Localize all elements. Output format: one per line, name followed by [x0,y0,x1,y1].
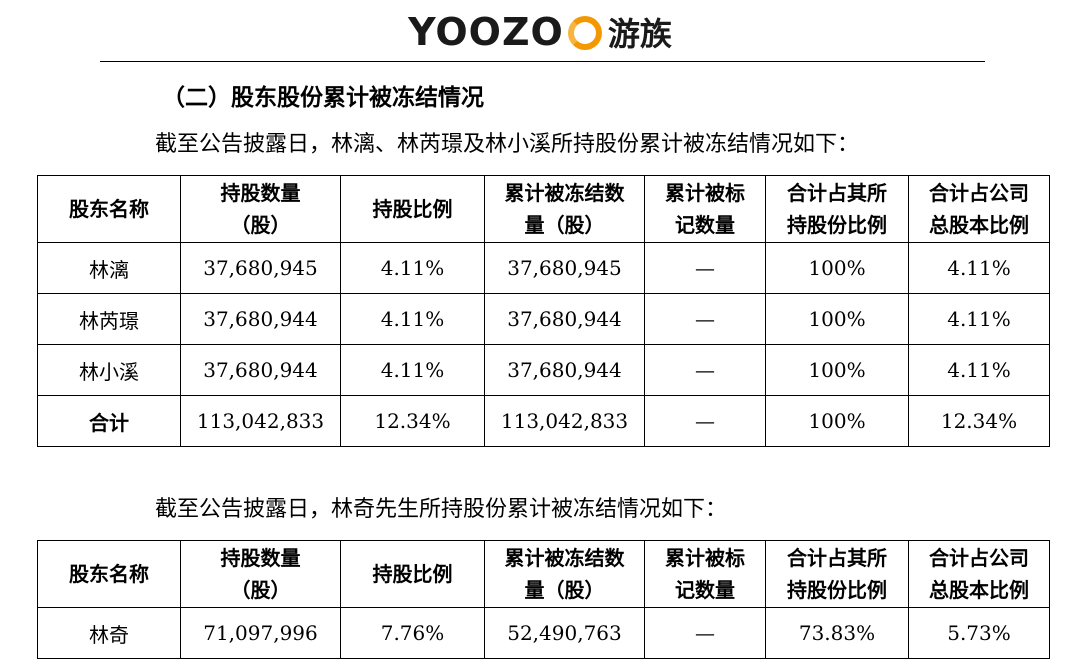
cell-pct-of-holding: 100% [765,293,909,345]
cell-holding-ratio: 4.11% [340,344,485,396]
cell-pct-of-total: 4.11% [908,293,1050,345]
header-frozen-shares: 累计被冻结数 量（股） [484,175,645,243]
freeze-table-2: 股东名称 持股数量 （股） 持股比例 累计被冻结数 量（股） 累计被标 记数量 合计占… [37,540,1050,659]
cell-pct-of-total: 4.11% [908,344,1050,396]
header-shareholder-name: 股东名称 [37,175,181,243]
cell-pct-of-total: 4.11% [908,242,1050,294]
cell-pct-of-holding: 100% [765,344,909,396]
cell-frozen-shares: 37,680,944 [484,293,645,345]
cell-holding-ratio: 12.34% [340,395,485,447]
cell-marked-shares: — [644,293,766,345]
cell-holding-ratio: 7.76% [340,607,485,659]
cell-total-label: 合计 [37,395,181,447]
cell-frozen-shares: 37,680,945 [484,242,645,294]
cell-pct-of-holding: 100% [765,242,909,294]
cell-shares-held: 37,680,945 [180,242,341,294]
section-title: （二）股东股份累计被冻结情况 [162,85,484,111]
cell-shareholder: 林芮璟 [37,293,181,345]
cell-pct-of-total: 12.34% [908,395,1050,447]
paragraph-2: 截至公告披露日，林奇先生所持股份累计被冻结情况如下： [155,497,728,522]
table-header-row: 股东名称 持股数量 （股） 持股比例 累计被冻结数 量（股） 累计被标 记数量 合计占… [37,540,1050,608]
cell-shares-held: 37,680,944 [180,344,341,396]
logo-o-ring-icon [567,16,602,50]
table-row: 林漓 37,680,945 4.11% 37,680,945 — 100% 4.… [37,242,1050,294]
header-shares-held: 持股数量 （股） [180,540,341,608]
cell-marked-shares: — [644,395,766,447]
logo-text: YOOZO [408,10,564,54]
cell-shares-held: 37,680,944 [180,293,341,345]
cell-frozen-shares: 113,042,833 [484,395,645,447]
paragraph-1: 截至公告披露日，林漓、林芮璟及林小溪所持股份累计被冻结情况如下： [155,132,860,157]
header-pct-of-holding: 合计占其所 持股份比例 [765,540,909,608]
cell-holding-ratio: 4.11% [340,293,485,345]
freeze-table-1: 股东名称 持股数量 （股） 持股比例 累计被冻结数 量（股） 累计被标 记数量 合计占… [37,175,1050,447]
header-shares-held: 持股数量 （股） [180,175,341,243]
header-shareholder-name: 股东名称 [37,540,181,608]
header-marked-shares: 累计被标 记数量 [644,540,766,608]
cell-pct-of-holding: 100% [765,395,909,447]
cell-shares-held: 71,097,996 [180,607,341,659]
cell-marked-shares: — [644,344,766,396]
header-pct-of-total: 合计占公司 总股本比例 [908,175,1050,243]
header-holding-ratio: 持股比例 [340,175,485,243]
cell-frozen-shares: 37,680,944 [484,344,645,396]
table-row: 林奇 71,097,996 7.76% 52,490,763 — 73.83% … [37,607,1050,659]
company-logo: YOOZO 游族 [0,8,1080,56]
logo-chinese-name: 游族 [607,15,672,53]
header-divider [100,61,985,62]
cell-shareholder: 林奇 [37,607,181,659]
table-row: 林芮璟 37,680,944 4.11% 37,680,944 — 100% 4… [37,293,1050,345]
cell-frozen-shares: 52,490,763 [484,607,645,659]
table-header-row: 股东名称 持股数量 （股） 持股比例 累计被冻结数 量（股） 累计被标 记数量 合计占… [37,175,1050,243]
header-marked-shares: 累计被标 记数量 [644,175,766,243]
cell-marked-shares: — [644,607,766,659]
table-row: 林小溪 37,680,944 4.11% 37,680,944 — 100% 4… [37,344,1050,396]
header-pct-of-holding: 合计占其所 持股份比例 [765,175,909,243]
cell-pct-of-total: 5.73% [908,607,1050,659]
header-pct-of-total: 合计占公司 总股本比例 [908,540,1050,608]
table-total-row: 合计 113,042,833 12.34% 113,042,833 — 100%… [37,395,1050,447]
header-frozen-shares: 累计被冻结数 量（股） [484,540,645,608]
cell-pct-of-holding: 73.83% [765,607,909,659]
cell-holding-ratio: 4.11% [340,242,485,294]
cell-shareholder: 林小溪 [37,344,181,396]
cell-marked-shares: — [644,242,766,294]
cell-shareholder: 林漓 [37,242,181,294]
cell-shares-held: 113,042,833 [180,395,341,447]
header-holding-ratio: 持股比例 [340,540,485,608]
